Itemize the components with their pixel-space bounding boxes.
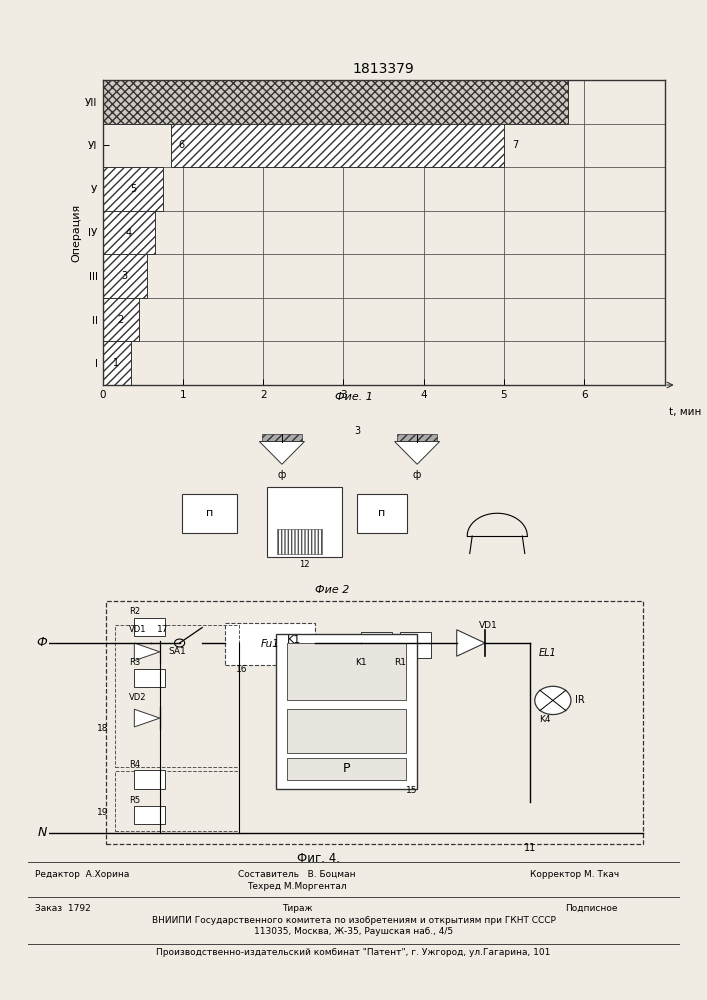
Bar [276,634,417,789]
Text: Редактор  А.Хорина: Редактор А.Хорина [35,870,129,879]
Text: 6: 6 [179,140,185,150]
Text: Фие. 1: Фие. 1 [334,392,373,402]
Text: VD2: VD2 [129,693,146,702]
Bar [287,758,406,780]
Text: R1: R1 [395,658,407,667]
Bar [225,623,315,665]
Bar [115,771,239,831]
Text: 17: 17 [157,625,168,634]
Text: ф: ф [413,470,421,480]
Text: Фиг. 4.: Фиг. 4. [297,852,339,865]
Text: 16: 16 [236,665,247,674]
Y-axis label: Операция: Операция [71,203,81,262]
Text: VD1: VD1 [129,625,146,634]
Text: Корректор М. Ткач: Корректор М. Ткач [530,870,619,879]
Title: 1813379: 1813379 [353,62,414,76]
Text: Заказ  1792: Заказ 1792 [35,904,91,913]
Text: SA1: SA1 [168,647,186,656]
Text: K1: K1 [355,658,366,667]
Text: VD1: VD1 [479,621,498,630]
Text: Техред М.Моргентал: Техред М.Моргентал [247,882,346,891]
Text: R5: R5 [129,796,140,805]
Text: Подписное: Подписное [566,904,618,913]
Text: EL1: EL1 [539,648,556,658]
Polygon shape [259,442,305,464]
Text: Составитель   В. Боцман: Составитель В. Боцман [238,870,356,879]
Text: 15: 15 [406,786,417,795]
Bar [134,806,165,824]
Bar [357,494,407,532]
Text: 12: 12 [299,560,310,569]
Text: 11: 11 [524,843,537,853]
Text: Ф: Ф [36,637,47,650]
Bar [134,770,165,789]
Bar [182,494,237,532]
Bar [287,643,406,700]
Text: 113035, Москва, Ж-35, Раушская наб., 4/5: 113035, Москва, Ж-35, Раушская наб., 4/5 [254,927,453,936]
Text: R4: R4 [129,760,140,769]
Text: 2: 2 [117,315,123,325]
Text: P: P [343,762,350,775]
Text: 19: 19 [98,808,109,817]
Text: 3: 3 [354,426,360,436]
Text: IR: IR [575,695,585,705]
Bar [267,487,342,557]
Bar [115,625,239,767]
Text: 18: 18 [98,724,109,733]
Text: ВНИИПИ Государственного комитета по изобретениям и открытиям при ГКНТ СССР: ВНИИПИ Государственного комитета по изоб… [151,916,556,925]
Text: R2: R2 [129,607,140,616]
Text: п: п [378,508,386,518]
Bar [400,632,431,658]
Polygon shape [395,442,440,464]
Text: K4: K4 [539,716,550,724]
Polygon shape [457,630,485,656]
Text: ф: ф [278,470,286,480]
Text: 3: 3 [121,271,127,281]
Text: N: N [37,826,47,839]
Text: 1: 1 [113,358,119,368]
Bar [106,601,643,844]
Bar [103,298,139,341]
Text: Fu1: Fu1 [261,639,279,649]
Text: Фие 2: Фие 2 [315,585,349,595]
Text: K1: K1 [287,635,301,645]
Bar [103,341,131,385]
Bar [287,709,406,753]
Text: 5: 5 [130,184,136,194]
Bar [134,669,165,687]
Bar [103,211,155,254]
Bar [171,124,504,167]
Text: Тираж: Тираж [281,904,312,913]
Text: п: п [206,508,213,518]
Polygon shape [134,709,160,727]
Bar [277,529,322,554]
Bar [134,618,165,636]
Text: Производственно-издательский комбинат "Патент", г. Ужгород, ул.Гагарина, 101: Производственно-издательский комбинат "П… [156,948,551,957]
Text: 7: 7 [512,140,518,150]
Polygon shape [134,643,160,661]
Text: R3: R3 [129,658,140,667]
Text: 4: 4 [125,228,132,237]
Text: t, мин: t, мин [669,407,701,417]
Bar [103,254,146,298]
Bar [361,632,392,658]
Bar [262,434,302,442]
Circle shape [534,686,571,715]
Bar [103,80,568,124]
Bar [103,167,163,211]
Bar [397,434,437,442]
